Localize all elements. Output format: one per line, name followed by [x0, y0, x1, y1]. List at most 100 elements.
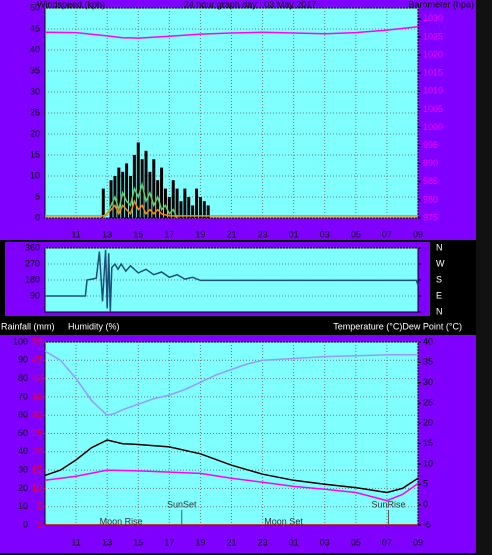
x-tick-label: 03 — [320, 537, 330, 547]
y-tick-label: 0 — [35, 212, 40, 222]
x-tick-label: 07 — [382, 229, 392, 239]
data-line — [102, 181, 178, 219]
y-tick-label: 35 — [30, 65, 40, 75]
x-tick-label: 15 — [133, 537, 143, 547]
bar — [152, 159, 156, 218]
y2-tick-label: -5 — [423, 519, 431, 529]
bar — [109, 180, 113, 218]
y2-tick-label: S — [436, 274, 442, 284]
y2-tick-label: 15 — [423, 438, 433, 448]
y2-tick-label: 1030 — [423, 13, 443, 23]
y2-tick-label: N — [436, 242, 443, 252]
bar — [206, 205, 210, 218]
y2-tick-label: 20 — [423, 418, 433, 428]
y-tick-label: 30 — [30, 86, 40, 96]
x-tick-label: 09 — [413, 537, 423, 547]
y2-axis-label: Temperature (°C)Dew Point (°C) — [333, 321, 462, 331]
x-tick-label: 21 — [226, 229, 236, 239]
y2-tick-label: 975 — [423, 212, 438, 222]
y-tick-label: 0 — [23, 519, 28, 529]
y2-tick-label: 25 — [423, 397, 433, 407]
x-tick-label: 03 — [320, 229, 330, 239]
chart-title: 24 hour graph day : 03 May 2017 — [184, 0, 317, 9]
y2-tick-label: 1025 — [423, 31, 443, 41]
y2-tick-label: E — [436, 290, 442, 300]
bar — [202, 201, 206, 218]
y2-tick-label: 995 — [423, 140, 438, 150]
x-tick-label: 17 — [164, 229, 174, 239]
x-tick-label: 11 — [71, 537, 80, 547]
y2-tick-label: 30 — [423, 377, 433, 387]
y2-tick-label: 0 — [423, 499, 428, 509]
y-tick-label: 80 — [18, 373, 28, 383]
y-tick-label: 70 — [18, 391, 28, 401]
x-tick-label: 13 — [102, 537, 112, 547]
y2-tick-label: 5 — [423, 479, 428, 489]
y-tick-label: 5 — [35, 191, 40, 201]
y-tick-label: 100 — [13, 336, 28, 346]
y3-tick-label: 25 — [32, 428, 42, 438]
bar — [175, 188, 179, 218]
y2-tick-label: 990 — [423, 158, 438, 168]
y-tick-label: 10 — [18, 501, 28, 511]
y2-tick-label: 10 — [423, 458, 433, 468]
y3-tick-label: 0 — [37, 519, 42, 529]
bar — [195, 188, 199, 218]
bar — [167, 197, 171, 218]
x-tick-label: 19 — [195, 229, 205, 239]
y-tick-label: 40 — [18, 446, 28, 456]
bar — [132, 155, 136, 218]
y2-tick-label: 1005 — [423, 104, 443, 114]
x-tick-label: 01 — [289, 229, 299, 239]
y-axis-label: Windspeed (kph) — [37, 0, 105, 9]
y2-tick-label: 985 — [423, 176, 438, 186]
y-tick-label: 20 — [30, 128, 40, 138]
x-tick-label: 23 — [258, 229, 268, 239]
y-tick-label: 360 — [25, 242, 40, 252]
x-tick-label: 07 — [382, 537, 392, 547]
y2-axis-label: Barometer (hpa) — [408, 0, 474, 9]
border — [476, 0, 492, 555]
bar — [101, 188, 105, 218]
y3-tick-label: 50 — [32, 336, 42, 346]
y2-tick-label: 1000 — [423, 122, 443, 132]
y2-tick-label: 35 — [423, 357, 433, 367]
y2-tick-label: 1020 — [423, 49, 443, 59]
y3-tick-label: 35 — [32, 391, 42, 401]
y-tick-label: 90 — [18, 355, 28, 365]
x-tick-label: 23 — [258, 537, 268, 547]
annotation: SunRise — [371, 499, 405, 509]
bar — [125, 163, 129, 218]
y2-tick-label: 1010 — [423, 86, 443, 96]
y3-tick-label: 40 — [32, 373, 42, 383]
y-axis-label: Humidity (%) — [68, 321, 120, 331]
bar — [198, 197, 202, 218]
x-tick-label: 05 — [351, 537, 361, 547]
y-tick-label: 270 — [25, 258, 40, 268]
data-line — [44, 26, 419, 39]
y-tick-label: 20 — [18, 483, 28, 493]
y-tick-label: 50 — [30, 2, 40, 12]
bar — [179, 201, 183, 218]
y2-tick-label: 40 — [423, 336, 433, 346]
annotation: Moon Rise — [100, 516, 143, 526]
x-tick-label: 21 — [226, 537, 236, 547]
bar — [117, 167, 121, 218]
y3-tick-label: 45 — [32, 355, 42, 365]
data-line — [44, 350, 418, 417]
bar — [187, 197, 191, 218]
annotation: Moon Set — [264, 516, 303, 526]
y3-tick-label: 30 — [32, 410, 42, 420]
y3-tick-label: 15 — [32, 464, 42, 474]
bar — [163, 188, 167, 218]
y-tick-label: 50 — [18, 428, 28, 438]
x-tick-label: 05 — [351, 229, 361, 239]
y-tick-label: 90 — [30, 290, 40, 300]
x-tick-label: 17 — [164, 537, 174, 547]
y2-tick-label: W — [436, 258, 445, 268]
bar — [160, 167, 164, 218]
y-tick-label: 40 — [30, 44, 40, 54]
y-tick-label: 25 — [30, 107, 40, 117]
y-tick-label: 180 — [25, 274, 40, 284]
